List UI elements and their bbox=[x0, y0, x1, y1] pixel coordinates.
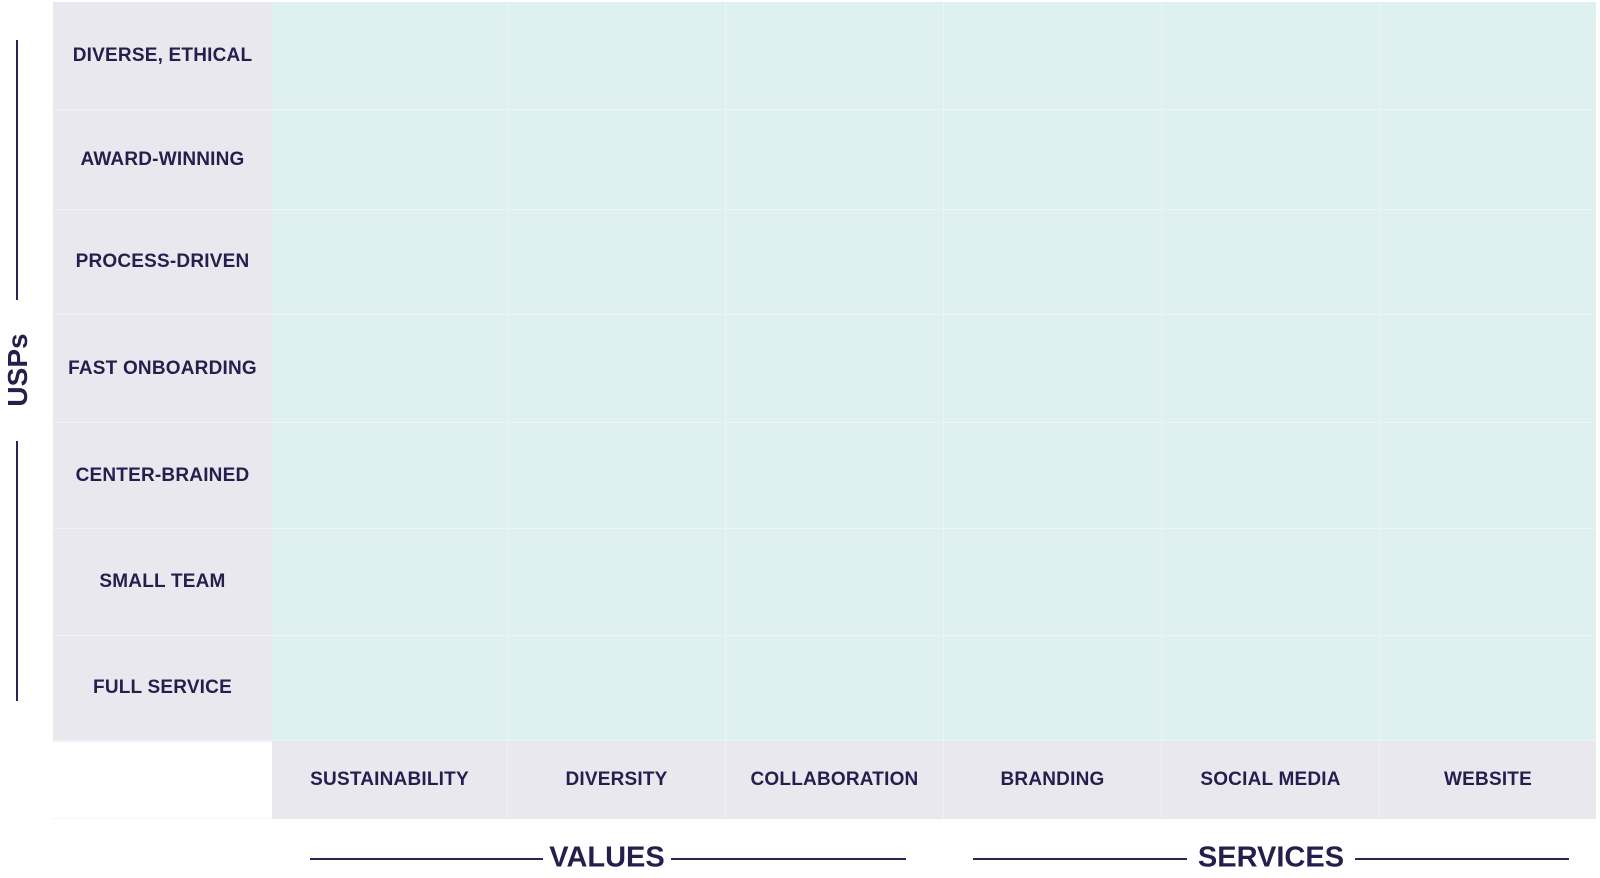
matrix-cell bbox=[944, 529, 1162, 636]
services-group-label: SERVICES bbox=[1197, 841, 1345, 874]
matrix-cell bbox=[1380, 529, 1596, 636]
matrix-cell bbox=[1380, 2, 1596, 110]
matrix-cell bbox=[272, 529, 508, 636]
row-label-diverse-ethical: DIVERSE, ETHICAL bbox=[53, 2, 272, 110]
matrix-cell bbox=[508, 423, 726, 529]
usp-axis-label: USPs bbox=[2, 333, 33, 407]
matrix-cell bbox=[1162, 529, 1380, 636]
matrix-cell bbox=[508, 315, 726, 423]
matrix-cell bbox=[944, 315, 1162, 423]
matrix-cell bbox=[1162, 210, 1380, 315]
usp-matrix: DIVERSE, ETHICAL AWARD-WINNING PROCESS-D… bbox=[53, 2, 1596, 824]
matrix-cell bbox=[1380, 210, 1596, 315]
row-label-center-brained: CENTER-BRAINED bbox=[53, 423, 272, 529]
usp-axis-line-bottom bbox=[16, 441, 18, 701]
matrix-cell bbox=[726, 110, 944, 210]
matrix-cell bbox=[944, 636, 1162, 741]
row-label-process-driven: PROCESS-DRIVEN bbox=[53, 210, 272, 315]
matrix-cell bbox=[1380, 423, 1596, 529]
col-label-collaboration: COLLABORATION bbox=[726, 741, 944, 819]
col-label-diversity: DIVERSITY bbox=[508, 741, 726, 819]
values-group-line-left bbox=[310, 858, 543, 860]
row-label-award-winning: AWARD-WINNING bbox=[53, 110, 272, 210]
matrix-cell bbox=[726, 423, 944, 529]
col-label-social-media: SOCIAL MEDIA bbox=[1162, 741, 1380, 819]
services-group-line-left bbox=[973, 858, 1187, 860]
matrix-cell bbox=[1162, 110, 1380, 210]
services-group-line-right bbox=[1355, 858, 1569, 860]
matrix-cell bbox=[944, 210, 1162, 315]
matrix-cell bbox=[272, 315, 508, 423]
matrix-cell bbox=[272, 2, 508, 110]
matrix-cell bbox=[944, 110, 1162, 210]
matrix-cell bbox=[944, 2, 1162, 110]
matrix-cell bbox=[1380, 110, 1596, 210]
matrix-cell bbox=[508, 529, 726, 636]
col-label-sustainability: SUSTAINABILITY bbox=[272, 741, 508, 819]
matrix-cell bbox=[726, 210, 944, 315]
matrix-cell bbox=[508, 210, 726, 315]
values-group-line-right bbox=[671, 858, 906, 860]
matrix-cell bbox=[726, 2, 944, 110]
matrix-cell bbox=[1380, 636, 1596, 741]
matrix-cell bbox=[272, 110, 508, 210]
matrix-cell bbox=[944, 423, 1162, 529]
matrix-cell bbox=[726, 315, 944, 423]
matrix-cell bbox=[272, 210, 508, 315]
col-label-website: WEBSITE bbox=[1380, 741, 1596, 819]
matrix-cell bbox=[1380, 315, 1596, 423]
matrix-cell bbox=[1162, 423, 1380, 529]
row-label-fast-onboarding: FAST ONBOARDING bbox=[53, 315, 272, 423]
matrix-cell bbox=[1162, 2, 1380, 110]
matrix-cell bbox=[508, 2, 726, 110]
values-group-label: VALUES bbox=[549, 841, 665, 874]
matrix-cell bbox=[1162, 315, 1380, 423]
row-label-small-team: SMALL TEAM bbox=[53, 529, 272, 636]
matrix-cell bbox=[1162, 636, 1380, 741]
matrix-cell bbox=[272, 423, 508, 529]
matrix-cell bbox=[726, 529, 944, 636]
matrix-corner bbox=[53, 741, 272, 819]
usp-axis-line-top bbox=[16, 40, 18, 300]
col-label-branding: BRANDING bbox=[944, 741, 1162, 819]
matrix-cell bbox=[508, 636, 726, 741]
row-label-full-service: FULL SERVICE bbox=[53, 636, 272, 741]
matrix-cell bbox=[508, 110, 726, 210]
matrix-cell bbox=[272, 636, 508, 741]
matrix-cell bbox=[726, 636, 944, 741]
